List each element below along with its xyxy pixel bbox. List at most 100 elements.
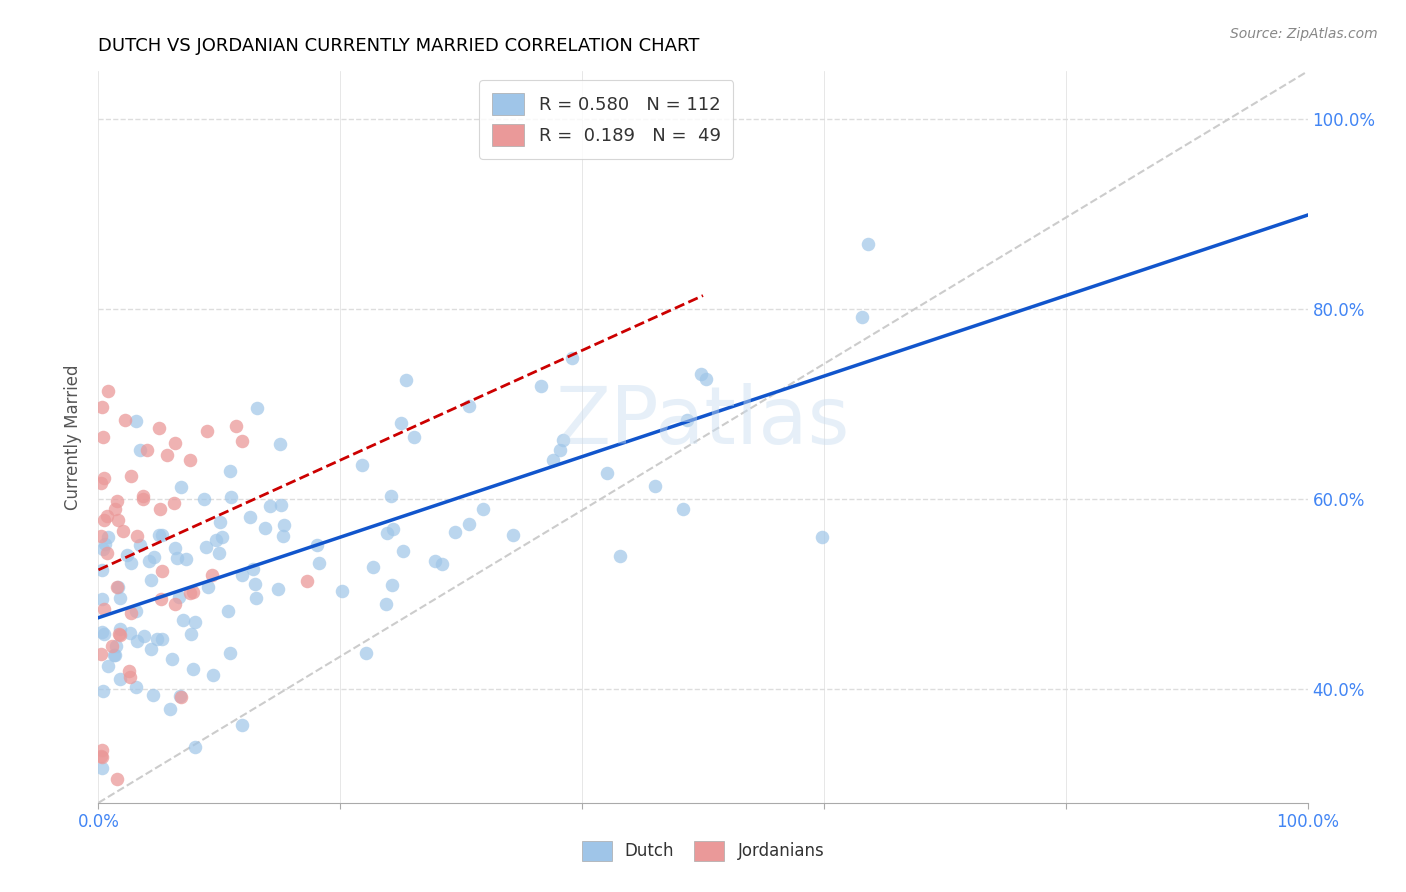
Point	[243, 577, 266, 591]
Point	[170, 480, 193, 494]
Point	[676, 413, 699, 427]
Point	[690, 367, 713, 381]
Point	[253, 521, 276, 535]
Point	[91, 624, 114, 639]
Text: Source: ZipAtlas.com: Source: ZipAtlas.com	[1230, 27, 1378, 41]
Text: DUTCH VS JORDANIAN CURRENTLY MARRIED CORRELATION CHART: DUTCH VS JORDANIAN CURRENTLY MARRIED COR…	[98, 37, 700, 54]
Point	[93, 626, 115, 640]
Point	[810, 530, 832, 544]
Point	[125, 633, 148, 648]
Point	[163, 495, 186, 509]
Point	[165, 541, 187, 555]
Point	[217, 604, 239, 618]
Point	[93, 602, 115, 616]
Point	[96, 508, 118, 523]
Point	[117, 664, 139, 678]
Point	[374, 597, 396, 611]
Point	[91, 684, 114, 698]
Point	[205, 533, 228, 548]
Point	[458, 399, 481, 413]
Point	[231, 434, 253, 448]
Point	[169, 590, 191, 604]
Point	[129, 538, 152, 552]
Point	[90, 400, 112, 414]
Point	[159, 702, 181, 716]
Point	[150, 632, 173, 646]
Point	[141, 574, 163, 588]
Point	[404, 430, 426, 444]
Point	[218, 464, 240, 478]
Point	[120, 606, 142, 620]
Point	[145, 632, 167, 647]
Point	[423, 554, 446, 568]
Point	[129, 442, 152, 457]
Point	[132, 629, 155, 643]
Point	[208, 546, 231, 560]
Point	[297, 574, 319, 588]
Point	[551, 433, 574, 447]
Point	[90, 749, 112, 764]
Point	[246, 401, 269, 416]
Point	[163, 597, 186, 611]
Point	[132, 489, 155, 503]
Y-axis label: Currently Married: Currently Married	[65, 364, 83, 510]
Point	[208, 515, 231, 529]
Point	[267, 582, 290, 597]
Point	[110, 627, 132, 641]
Point	[225, 418, 247, 433]
Point	[561, 351, 583, 366]
Point	[138, 553, 160, 567]
Point	[104, 501, 127, 516]
Point	[105, 772, 128, 787]
Point	[201, 567, 224, 582]
Point	[120, 469, 142, 483]
Point	[150, 527, 173, 541]
Point	[135, 443, 157, 458]
Point	[143, 549, 166, 564]
Point	[375, 526, 398, 541]
Point	[127, 529, 149, 543]
Point	[114, 413, 136, 427]
Point	[181, 585, 204, 599]
Point	[103, 648, 125, 663]
Point	[271, 529, 294, 543]
Point	[179, 586, 201, 600]
Point	[118, 670, 141, 684]
Point	[305, 538, 328, 552]
Point	[695, 372, 717, 386]
Point	[180, 627, 202, 641]
Point	[231, 718, 253, 732]
Point	[90, 748, 112, 763]
Point	[458, 516, 481, 531]
Point	[149, 502, 172, 516]
Point	[105, 639, 128, 653]
Point	[131, 491, 153, 506]
Point	[432, 557, 454, 571]
Point	[471, 502, 494, 516]
Point	[543, 453, 565, 467]
Point	[851, 310, 873, 324]
Point	[90, 647, 112, 661]
Point	[91, 541, 114, 556]
Point	[502, 528, 524, 542]
Point	[148, 421, 170, 435]
Point	[104, 648, 127, 662]
Point	[242, 562, 264, 576]
Point	[107, 580, 129, 594]
Point	[392, 543, 415, 558]
Point	[150, 565, 173, 579]
Point	[91, 591, 114, 606]
Point	[529, 379, 551, 393]
Point	[270, 499, 292, 513]
Point	[97, 659, 120, 673]
Point	[273, 518, 295, 533]
Point	[183, 662, 205, 676]
Point	[91, 761, 114, 775]
Point	[231, 567, 253, 582]
Point	[149, 591, 172, 606]
Point	[90, 529, 112, 543]
Point	[142, 688, 165, 702]
Point	[184, 615, 207, 629]
Point	[259, 500, 281, 514]
Point	[350, 458, 373, 472]
